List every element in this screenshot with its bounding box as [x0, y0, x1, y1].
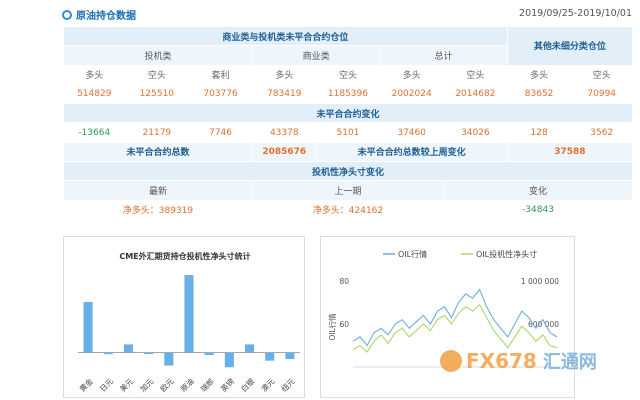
date-range: 2019/09/25-2019/10/01 — [519, 8, 632, 19]
change-value: 5101 — [315, 122, 381, 143]
bar-chart-panel: CME外汇期货持仓投机性净头寸统计黄金 日元 美元 加元 欧元 原油 瑞郎 英镑 白银 澳元 纽元 — [63, 236, 305, 398]
change-value: 43378 — [251, 122, 317, 143]
group-header: 商业类与投机类未平合合约仓位 — [63, 25, 508, 47]
net-change-value: -34843 — [443, 199, 633, 220]
position-value: 783419 — [251, 83, 317, 105]
change-header: 未平合合约变化 — [63, 103, 633, 124]
page-title: 原油持仓数据 — [76, 11, 136, 22]
bar-category-label: 加元 — [138, 376, 156, 394]
bar-mark — [123, 344, 133, 353]
legend-label: OIL行情 — [398, 249, 427, 259]
title-group: 原油持仓数据 — [62, 7, 136, 22]
net-value-row: 净多头：389319 净多头：424162 -34843 — [63, 199, 633, 220]
bar-mark — [265, 352, 275, 361]
right-tick-label: 600 000 — [528, 320, 559, 329]
net-col-prev: 上一期 — [251, 180, 445, 201]
col-label: 空头 — [570, 64, 633, 85]
oi-change-label: 未平合合约总数较上周变化 — [315, 141, 508, 163]
bar-category-label: 黄金 — [77, 376, 95, 394]
header-bar: 原油持仓数据 2019/09/25-2019/10/01 — [0, 0, 640, 26]
position-value: 83652 — [506, 83, 572, 105]
net-latest-value: 净多头：389319 — [63, 199, 253, 220]
position-value: 125510 — [124, 83, 190, 105]
change-value: 128 — [506, 122, 572, 143]
oi-change-value: 37588 — [506, 141, 634, 163]
col-label: 空头 — [315, 64, 381, 85]
net-col-row: 最新 上一期 变化 — [63, 180, 633, 201]
change-value: 21179 — [124, 122, 190, 143]
change-value: 37460 — [379, 122, 445, 143]
line-chart: OIL行情 OIL投机性净头寸 80 60 1 000 000 600 000 OIL行情 — [327, 249, 559, 368]
bar-category-label: 原油 — [178, 376, 196, 394]
bar-category-label: 白银 — [239, 376, 257, 394]
logo-icon — [440, 350, 462, 372]
bar-category-label: 欧元 — [158, 376, 176, 394]
col-label: 多头 — [506, 64, 572, 85]
col-label: 多头 — [379, 64, 445, 85]
position-value: 1185396 — [315, 83, 381, 105]
right-tick-label: 1 000 000 — [521, 277, 559, 286]
bar-mark — [184, 275, 194, 353]
sub-header-spec: 投机类 — [63, 45, 253, 66]
col-label: 空头 — [443, 64, 508, 85]
bar-mark — [204, 352, 214, 355]
bar-category-label: 日元 — [98, 376, 115, 393]
change-value: -13664 — [63, 122, 126, 143]
position-value: 70994 — [570, 83, 633, 105]
bar-category-label: 瑞郎 — [198, 376, 216, 394]
change-value: 34026 — [443, 122, 508, 143]
watermark-text: FX678 — [466, 349, 537, 373]
left-tick-label: 60 — [339, 320, 349, 329]
net-header: 投机性净头寸变化 — [63, 161, 633, 182]
line-chart-panel: OIL行情 OIL投机性净头寸 80 60 1 000 000 600 000 OIL行情 — [320, 236, 575, 398]
col-label: 多头 — [251, 64, 317, 85]
bar-mark — [285, 352, 295, 360]
other-header: 其他未细分类仓位 — [506, 26, 634, 66]
bar-category-label: 美元 — [117, 376, 135, 394]
series-line — [352, 303, 558, 353]
net-prev-value: 净多头：424162 — [251, 199, 445, 220]
left-tick-label: 80 — [339, 277, 349, 286]
position-value: 2002024 — [379, 83, 445, 105]
position-row: 514829 125510 703776 783419 1185396 2002… — [63, 83, 633, 105]
col-label: 多头 — [63, 64, 126, 85]
position-value: 703776 — [188, 83, 253, 105]
oi-total-value: 2085676 — [251, 141, 317, 163]
bar-category-label: 英镑 — [218, 376, 236, 394]
bar-mark — [83, 301, 93, 353]
bar-mark — [144, 352, 154, 355]
position-value: 2014682 — [443, 83, 508, 105]
legend-label: OIL投机性净头寸 — [476, 249, 537, 259]
position-value: 514829 — [63, 83, 126, 105]
bar-mark — [245, 344, 255, 353]
change-value: 7746 — [188, 122, 253, 143]
bar-mark — [164, 352, 174, 366]
sub-header-comm: 商业类 — [251, 45, 381, 66]
watermark-logo: FX678 汇通网 — [440, 348, 597, 374]
circle-icon — [62, 9, 72, 20]
line-y-axis-label: OIL行情 — [327, 313, 337, 341]
bar-category-label: 澳元 — [259, 376, 277, 394]
net-col-latest: 最新 — [63, 180, 253, 201]
col-label: 空头 — [124, 64, 190, 85]
open-interest-table: 商业类与投机类未平合合约仓位 其他未细分类仓位 投机类 商业类 总计 多头 空头… — [63, 25, 634, 220]
sub-header-total: 总计 — [379, 45, 508, 66]
net-col-change: 变化 — [443, 180, 633, 201]
change-row: -13664 21179 7746 43378 5101 37460 34026… — [63, 122, 633, 143]
watermark-cn: 汇通网 — [542, 352, 597, 373]
bar-mark — [224, 352, 234, 368]
bar-chart-title: CME外汇期货持仓投机性净头寸统计 — [119, 251, 250, 261]
change-value: 3562 — [570, 122, 633, 143]
bar-category-label: 纽元 — [279, 376, 297, 394]
col-label: 套利 — [188, 64, 253, 85]
series-line — [352, 288, 558, 347]
bar-mark — [103, 352, 113, 355]
label-row: 多头 空头 套利 多头 空头 多头 空头 多头 空头 — [63, 64, 633, 85]
oi-total-label: 未平合合约总数 — [63, 141, 253, 163]
